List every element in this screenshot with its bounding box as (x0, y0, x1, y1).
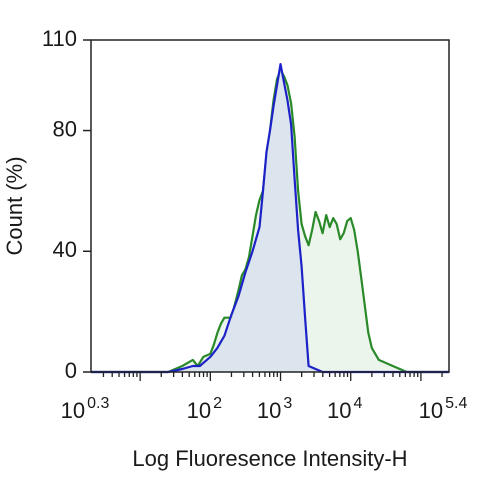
y-axis-label: Count (%) (2, 156, 27, 255)
x-tick-base: 10 (187, 398, 211, 423)
x-tick-exponent: 0.3 (87, 395, 109, 412)
plot-frame (90, 39, 450, 373)
x-tick-label: 10 2 (187, 395, 222, 423)
x-tick-base: 10 (419, 398, 443, 423)
x-tick-label: 10 3 (257, 395, 292, 423)
x-tick-exponent: 5.4 (445, 395, 467, 412)
x-tick-label: 10 5.4 (419, 395, 468, 423)
y-tick-label: 80 (53, 116, 77, 141)
series-0-line (91, 69, 449, 374)
series-1-line (91, 62, 449, 374)
series-1-area (91, 64, 449, 372)
x-tick-base: 10 (61, 398, 85, 423)
y-tick-label: 40 (53, 237, 77, 262)
y-tick-label: 110 (42, 26, 77, 51)
x-tick-exponent: 3 (283, 395, 292, 412)
series-layer (91, 62, 449, 374)
x-axis-label: Log Fluoresence Intensity-H (132, 446, 407, 471)
x-tick-base: 10 (327, 398, 351, 423)
y-tick-label: 0 (65, 358, 77, 383)
x-tick-label: 10 4 (327, 395, 362, 423)
x-tick-exponent: 4 (354, 395, 363, 412)
x-tick-exponent: 2 (213, 395, 222, 412)
x-tick-label: 10 0.3 (61, 395, 110, 423)
x-tick-base: 10 (257, 398, 281, 423)
